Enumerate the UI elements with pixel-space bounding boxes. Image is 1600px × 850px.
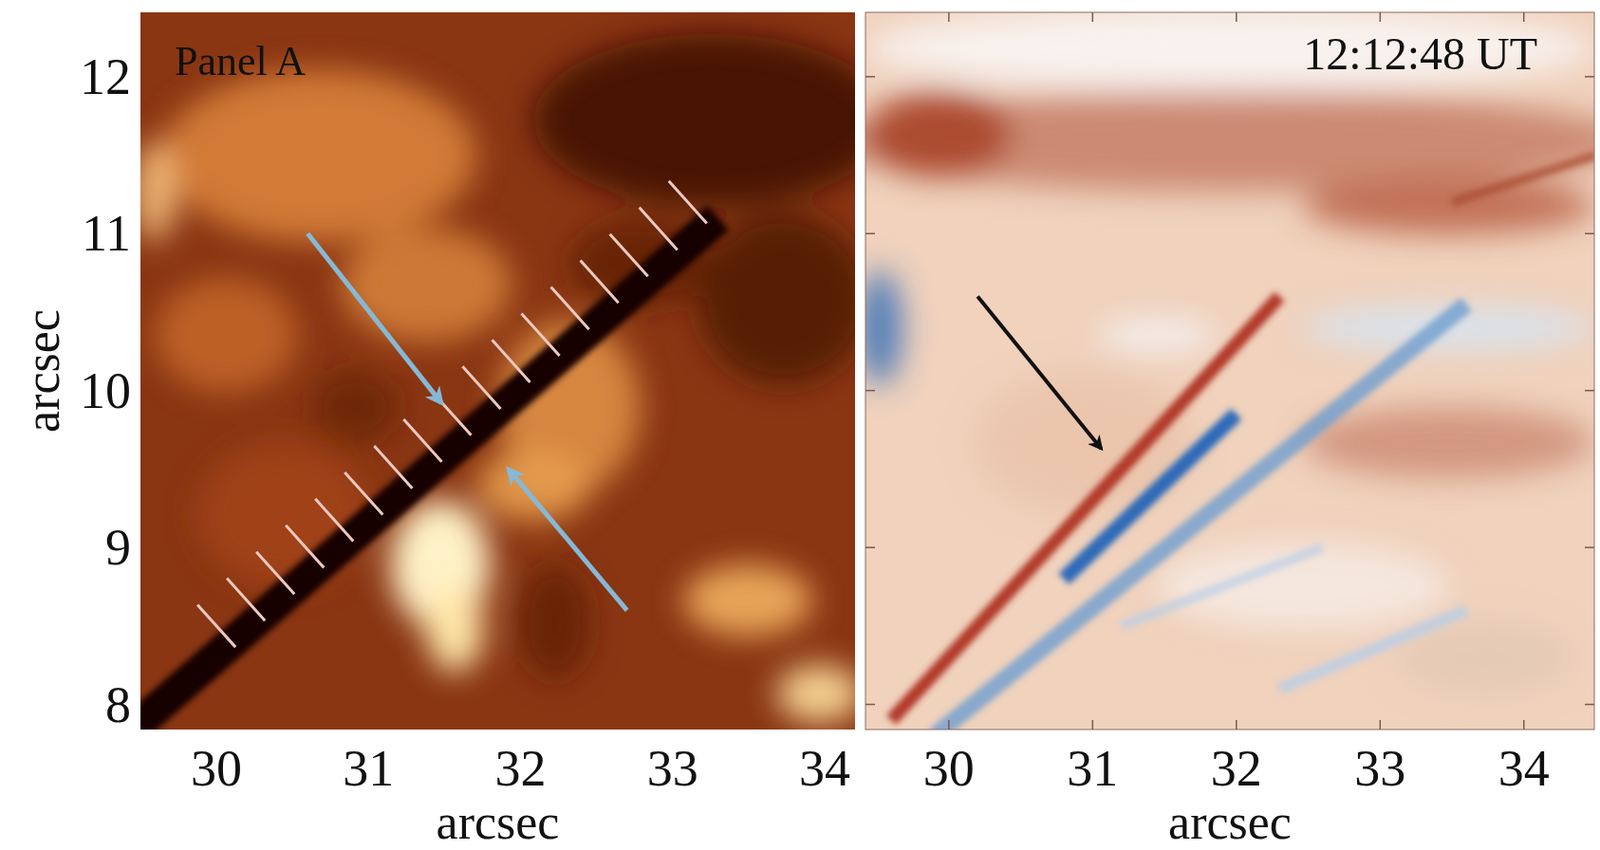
x-tick bbox=[1523, 720, 1526, 730]
y-tick bbox=[865, 75, 875, 78]
arrow bbox=[508, 468, 628, 611]
figure: 303132333489101112arcsecarcsecPanel A303… bbox=[0, 0, 1600, 850]
stripe bbox=[1279, 610, 1467, 689]
hatch bbox=[226, 578, 265, 622]
x-tick bbox=[948, 720, 950, 730]
y-tick bbox=[1584, 546, 1595, 549]
hatch bbox=[580, 260, 619, 304]
stripe bbox=[1063, 413, 1237, 579]
blob bbox=[154, 278, 298, 393]
x-tick-label: 34 bbox=[799, 740, 851, 798]
blob bbox=[865, 270, 902, 386]
blob bbox=[533, 34, 856, 206]
x-tick-label: 33 bbox=[1354, 740, 1406, 798]
y-tick bbox=[1584, 75, 1595, 78]
hatch bbox=[551, 287, 590, 331]
y-tick bbox=[1584, 704, 1595, 707]
x-tick bbox=[1092, 12, 1095, 22]
blob bbox=[1098, 320, 1216, 350]
x-tick bbox=[1379, 720, 1382, 730]
frame bbox=[865, 12, 1595, 730]
slit bbox=[140, 218, 719, 730]
hatch bbox=[315, 499, 354, 542]
blob bbox=[340, 227, 513, 343]
blob bbox=[476, 449, 591, 522]
hatch bbox=[669, 181, 707, 224]
y-tick bbox=[1584, 390, 1595, 392]
blob bbox=[519, 564, 591, 680]
hatch bbox=[285, 525, 324, 569]
x-tick bbox=[1092, 720, 1095, 730]
x-tick-label: 32 bbox=[495, 740, 547, 798]
hatch bbox=[373, 446, 412, 489]
y-tick bbox=[865, 704, 875, 707]
blob bbox=[683, 564, 813, 637]
y-tick bbox=[865, 390, 875, 392]
stripe bbox=[934, 304, 1467, 730]
x-tick-label: 34 bbox=[1498, 740, 1550, 798]
x-tick bbox=[1235, 12, 1238, 22]
blob bbox=[776, 665, 856, 723]
annotation: 12:12:48 UT bbox=[1302, 28, 1538, 79]
blob bbox=[426, 586, 484, 673]
blob bbox=[162, 69, 477, 242]
hatch bbox=[610, 234, 649, 278]
y-tick bbox=[1584, 233, 1595, 236]
y-tick-label: 9 bbox=[105, 519, 131, 577]
panel-1: 30 31 32 33 34 arcsec 12:12:48 UT bbox=[829, 4, 1600, 850]
y-tick bbox=[865, 546, 875, 549]
arrow bbox=[977, 296, 1101, 448]
hatch bbox=[491, 339, 530, 383]
x-tick-label: 33 bbox=[647, 740, 699, 798]
hatch bbox=[403, 419, 442, 463]
hatch bbox=[197, 605, 236, 649]
image bbox=[140, 12, 856, 730]
x-tick bbox=[1235, 720, 1238, 730]
hatch bbox=[639, 207, 678, 251]
hatch bbox=[462, 366, 501, 410]
arrow bbox=[307, 233, 442, 404]
y-tick-label: 11 bbox=[81, 204, 131, 262]
blob bbox=[865, 91, 1012, 178]
hatch bbox=[344, 472, 383, 516]
x-axis-title: arcsec bbox=[436, 795, 560, 850]
hatch bbox=[520, 313, 559, 356]
x-tick-label: 30 bbox=[923, 740, 975, 798]
x-tick bbox=[1523, 12, 1526, 22]
y-tick-label: 8 bbox=[105, 676, 131, 734]
x-tick bbox=[1379, 12, 1382, 22]
x-tick-label: 31 bbox=[1066, 740, 1118, 798]
blob bbox=[140, 141, 177, 242]
blob bbox=[697, 213, 856, 386]
image bbox=[865, 12, 1595, 730]
stripe bbox=[1121, 547, 1323, 627]
y-axis-title: arcsec bbox=[15, 309, 70, 433]
blob bbox=[865, 91, 1595, 192]
y-tick-label: 10 bbox=[79, 362, 131, 420]
blob bbox=[312, 371, 398, 444]
blob bbox=[1302, 177, 1595, 235]
frame bbox=[140, 12, 856, 730]
y-tick-label: 12 bbox=[79, 48, 131, 106]
hatch bbox=[256, 552, 295, 596]
x-tick bbox=[948, 12, 950, 22]
x-tick-label: 31 bbox=[342, 740, 394, 798]
blob bbox=[1302, 407, 1595, 480]
stripe bbox=[1451, 155, 1595, 204]
annotation: Panel A bbox=[174, 37, 306, 85]
canvas: 303132333489101112arcsecarcsecPanel A303… bbox=[0, 0, 1600, 850]
x-axis-title: arcsec bbox=[1168, 795, 1292, 850]
panel-0: 30 31 32 33 34 8 9 10 11 12 arcsec arcsec Panel A bbox=[15, 12, 892, 850]
blob bbox=[865, 12, 1595, 92]
y-tick bbox=[865, 233, 875, 236]
x-tick-label: 30 bbox=[190, 740, 242, 798]
x-tick-label: 32 bbox=[1210, 740, 1263, 798]
